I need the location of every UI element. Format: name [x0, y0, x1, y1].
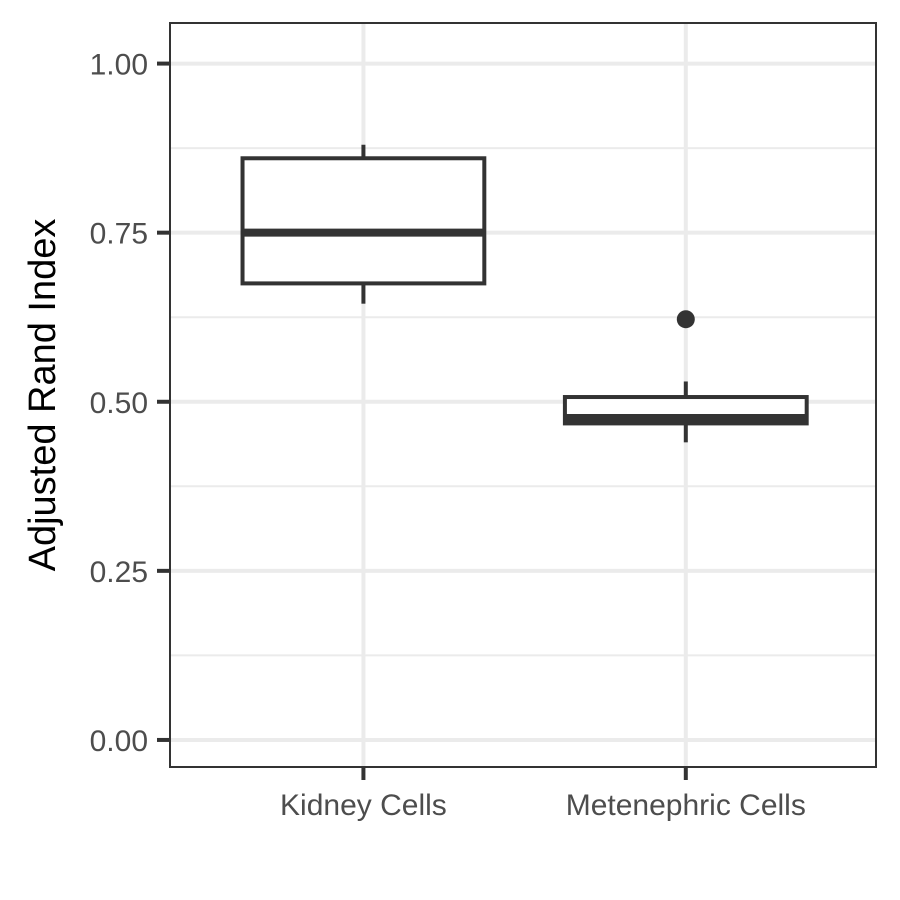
box-kidney-cells: [240, 144, 487, 304]
grid-lines: [170, 23, 876, 767]
y-tick-label: 0.25: [90, 556, 148, 589]
box-plots: [240, 144, 809, 443]
y-tick-label: 0.50: [90, 387, 148, 420]
outlier-point: [676, 310, 695, 329]
x-tick-label: Kidney Cells: [280, 789, 447, 822]
box-iqr: [240, 156, 487, 286]
x-tick-label: Metenephric Cells: [566, 789, 806, 822]
y-tick-label: 0.00: [90, 725, 148, 758]
y-axis-title: Adjusted Rand Index: [22, 219, 64, 572]
box-metenephric-cells: [562, 310, 809, 443]
y-tick-label: 1.00: [90, 49, 148, 82]
panel-border: [169, 22, 877, 768]
axes: 0.00 0.25 0.50 0.75 1.00 Kidney Cells Meteneph…: [90, 49, 806, 822]
y-tick-label: 0.75: [90, 218, 148, 251]
